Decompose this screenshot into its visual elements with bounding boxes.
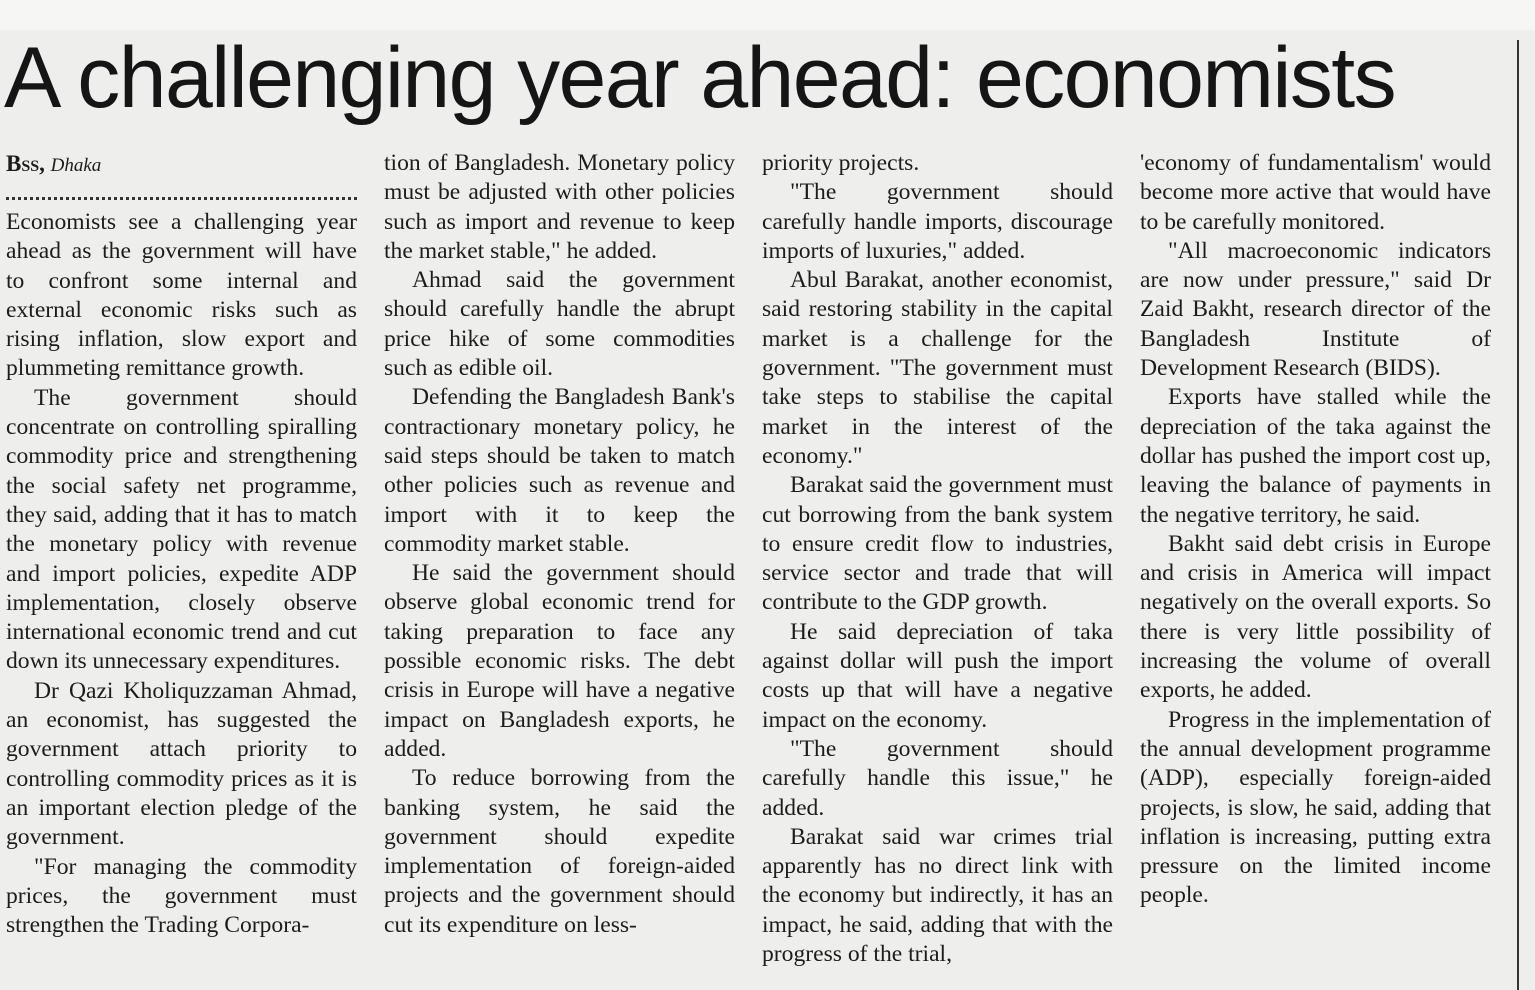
article-paragraph: Ahmad said the government should careful… xyxy=(384,267,735,382)
article-paragraph: Dr Qazi Kholiquzzaman Ahmad, an economis… xyxy=(6,677,357,851)
article-paragraph: priority projects. xyxy=(762,150,920,176)
article-paragraph: Barakat said the government must cut bor… xyxy=(762,472,1113,616)
article-paragraph: tion of Bangladesh. Monetary policy must… xyxy=(384,150,735,264)
article-paragraph: Bakht said debt crisis in Europe and cri… xyxy=(1140,530,1491,704)
headline: A challenging year ahead: economists xyxy=(4,30,1397,126)
article-paragraph: Progress in the implementation of the an… xyxy=(1140,706,1491,909)
article-paragraph: Economists see a challenging year ahead … xyxy=(6,209,357,382)
article-paragraph: "The government should carefully handle … xyxy=(762,735,1113,821)
article-paragraph: "All macroeconomic indicators are now un… xyxy=(1140,237,1491,382)
byline: Bss, Dhaka xyxy=(6,149,357,181)
byline-place: Dhaka xyxy=(50,155,102,176)
dotted-divider xyxy=(6,191,357,200)
article-paragraph: To reduce borrowing from the banking sys… xyxy=(384,765,735,938)
article-paragraph: "For managing the commodity prices, the … xyxy=(6,853,357,939)
article-paragraph: "The government should carefully handle … xyxy=(762,179,1113,264)
article-paragraph: Defending the Bangladesh Bank's contract… xyxy=(384,384,735,557)
column-rule xyxy=(1517,40,1519,990)
article-column-3: priority projects. "The government should… xyxy=(762,149,1113,969)
article-paragraph: Abul Barakat, another economist, said re… xyxy=(762,267,1113,469)
page-top-margin xyxy=(0,0,1535,30)
article-column-4: 'economy of fundamentalism' would become… xyxy=(1140,149,1491,911)
article-paragraph: Barakat said war crimes trial apparently… xyxy=(762,823,1113,968)
byline-agency: Bss, xyxy=(6,151,45,176)
article-paragraph: He said depreciation of taka against dol… xyxy=(762,618,1113,733)
article-paragraph: He said the government should observe gl… xyxy=(384,560,735,762)
article-column-1: Bss, Dhaka Economists see a challenging … xyxy=(6,149,357,940)
article-paragraph: 'economy of fundamentalism' would become… xyxy=(1140,150,1491,235)
article-column-2: tion of Bangladesh. Monetary policy must… xyxy=(384,149,735,940)
article-paragraph: Exports have stalled while the depreciat… xyxy=(1140,384,1491,528)
article-paragraph: The government should concentrate on con… xyxy=(6,384,357,675)
